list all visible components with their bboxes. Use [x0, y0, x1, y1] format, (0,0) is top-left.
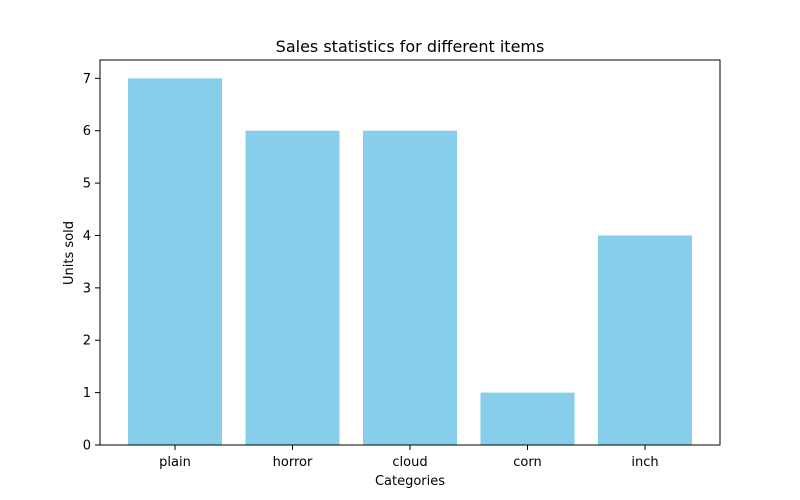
y-tick-label: 5	[83, 177, 91, 192]
y-axis-ticks: 0 1 2 3 4 5 6 7	[83, 72, 100, 454]
x-tick-label: horror	[273, 455, 313, 470]
x-axis-ticks: plain horror cloud corn inch	[159, 445, 659, 470]
y-tick-label: 4	[83, 229, 91, 244]
y-tick-label: 3	[83, 281, 91, 296]
chart-title: Sales statistics for different items	[276, 37, 545, 56]
y-tick-label: 0	[83, 439, 91, 454]
y-axis-label: Units sold	[62, 221, 77, 285]
x-tick-label: inch	[631, 455, 658, 470]
x-tick-label: plain	[159, 455, 191, 470]
y-tick-label: 1	[83, 386, 91, 401]
y-tick-label: 7	[83, 72, 91, 87]
bar-cloud	[363, 130, 457, 445]
y-tick-label: 2	[83, 334, 91, 349]
plot-area-frame	[99, 59, 721, 446]
x-axis-label: Categories	[375, 474, 445, 489]
bar-plain	[128, 78, 222, 445]
bars-group	[128, 78, 692, 445]
bar-corn	[480, 392, 575, 445]
bar-inch	[598, 235, 692, 445]
y-tick-label: 6	[83, 124, 91, 139]
bar-horror	[245, 130, 340, 445]
x-tick-label: cloud	[392, 455, 427, 470]
x-tick-label: corn	[513, 455, 541, 470]
